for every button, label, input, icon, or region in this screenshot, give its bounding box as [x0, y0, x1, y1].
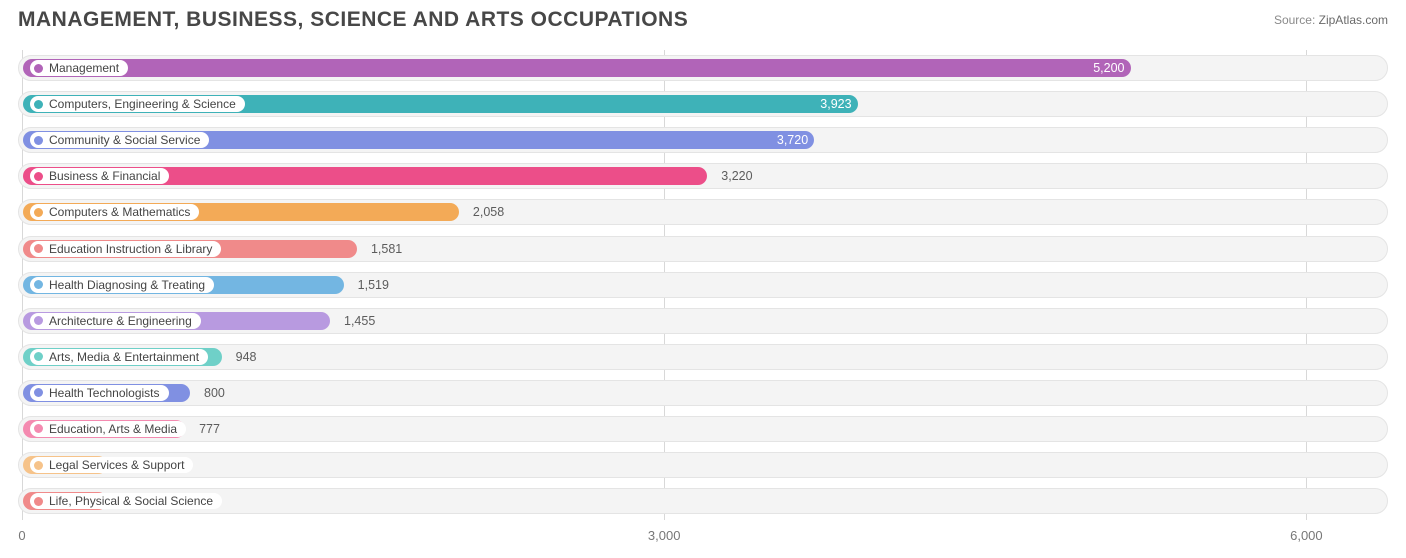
bar-row: Computers & Mathematics 2,058: [18, 194, 1388, 230]
bar-label-pill: Health Diagnosing & Treating: [30, 277, 214, 293]
bar-dot-icon: [34, 208, 43, 217]
bar-label-pill: Health Technologists: [30, 385, 169, 401]
bar-label-pill: Legal Services & Support: [30, 457, 193, 473]
bar-row: Management 5,200: [18, 50, 1388, 86]
bar-value: 3,923: [810, 95, 861, 113]
bar-dot-icon: [34, 352, 43, 361]
bar-value: 3,220: [711, 167, 762, 185]
x-tick-label: 0: [18, 528, 25, 543]
bar-track: Legal Services & Support414: [18, 452, 1388, 478]
bar-row: Computers, Engineering & Science 3,923: [18, 86, 1388, 122]
bar-label-pill: Education, Arts & Media: [30, 421, 186, 437]
chart-source: Source: ZipAtlas.com: [1274, 13, 1388, 27]
plot: Management 5,200 Computers, Engineering & …: [18, 50, 1388, 520]
bar-label: Education Instruction & Library: [49, 242, 212, 256]
bar-track: Architecture & Engineering 1,455: [18, 308, 1388, 334]
bar-label: Business & Financial: [49, 169, 160, 183]
bar-label: Health Technologists: [49, 386, 160, 400]
bar-label-pill: Management: [30, 60, 128, 76]
bar-track: Computers & Mathematics 2,058: [18, 199, 1388, 225]
chart-header: MANAGEMENT, BUSINESS, SCIENCE AND ARTS O…: [0, 0, 1406, 36]
bar-track: Health Technologists 800: [18, 380, 1388, 406]
bar-track: Health Diagnosing & Treating 1,519: [18, 272, 1388, 298]
bar-label-pill: Computers & Mathematics: [30, 204, 199, 220]
bars-container: Management 5,200 Computers, Engineering & …: [18, 50, 1388, 519]
x-tick-label: 6,000: [1290, 528, 1323, 543]
bar-label-pill: Education Instruction & Library: [30, 241, 221, 257]
bar-value: 2,058: [463, 203, 514, 221]
bar-row: Architecture & Engineering 1,455: [18, 303, 1388, 339]
bar-label: Architecture & Engineering: [49, 314, 192, 328]
bar-label: Community & Social Service: [49, 133, 200, 147]
bar-row: Arts, Media & Entertainment 948: [18, 339, 1388, 375]
source-label: Source:: [1274, 13, 1315, 27]
bar-label: Arts, Media & Entertainment: [49, 350, 199, 364]
bar-dot-icon: [34, 461, 43, 470]
bar-row: Education, Arts & Media 777: [18, 411, 1388, 447]
bar-label-pill: Community & Social Service: [30, 132, 209, 148]
bar-label-pill: Arts, Media & Entertainment: [30, 349, 208, 365]
bar: [23, 59, 1131, 77]
x-axis: 0 3,000 6,000: [18, 524, 1388, 554]
bar-dot-icon: [34, 388, 43, 397]
bar-row: Life, Physical & Social Science410: [18, 483, 1388, 519]
x-tick-label: 3,000: [648, 528, 681, 543]
bar-track: Community & Social Service 3,720: [18, 127, 1388, 153]
bar-label: Education, Arts & Media: [49, 422, 177, 436]
bar-dot-icon: [34, 244, 43, 253]
bar-row: Community & Social Service 3,720: [18, 122, 1388, 158]
bar-dot-icon: [34, 497, 43, 506]
bar-track: Computers, Engineering & Science 3,923: [18, 91, 1388, 117]
bar-dot-icon: [34, 100, 43, 109]
source-value: ZipAtlas.com: [1319, 13, 1388, 27]
bar-track: Life, Physical & Social Science410: [18, 488, 1388, 514]
bar-track: Management 5,200: [18, 55, 1388, 81]
bar-label: Health Diagnosing & Treating: [49, 278, 205, 292]
bar-value: 1,519: [348, 276, 399, 294]
bar-value: 3,720: [767, 131, 818, 149]
bar-label-pill: Life, Physical & Social Science: [30, 493, 222, 509]
bar-row: Business & Financial 3,220: [18, 158, 1388, 194]
bar-row: Health Diagnosing & Treating 1,519: [18, 267, 1388, 303]
bar-row: Education Instruction & Library 1,581: [18, 230, 1388, 266]
bar-row: Legal Services & Support414: [18, 447, 1388, 483]
bar-track: Arts, Media & Entertainment 948: [18, 344, 1388, 370]
bar-value: 1,581: [361, 240, 412, 258]
bar-dot-icon: [34, 280, 43, 289]
bar-value: 777: [189, 420, 230, 438]
bar-label: Life, Physical & Social Science: [49, 494, 213, 508]
bar-value: 800: [194, 384, 235, 402]
bar-label-pill: Architecture & Engineering: [30, 313, 201, 329]
bar-dot-icon: [34, 424, 43, 433]
bar-dot-icon: [34, 136, 43, 145]
bar-value: 5,200: [1083, 59, 1134, 77]
bar-track: Business & Financial 3,220: [18, 163, 1388, 189]
bar-dot-icon: [34, 172, 43, 181]
bar-label: Legal Services & Support: [49, 458, 184, 472]
chart-title: MANAGEMENT, BUSINESS, SCIENCE AND ARTS O…: [18, 8, 688, 32]
bar-dot-icon: [34, 64, 43, 73]
bar-label: Computers, Engineering & Science: [49, 97, 236, 111]
bar-track: Education Instruction & Library 1,581: [18, 236, 1388, 262]
bar-label: Management: [49, 61, 119, 75]
bar-dot-icon: [34, 316, 43, 325]
bar-row: Health Technologists 800: [18, 375, 1388, 411]
bar-label-pill: Business & Financial: [30, 168, 169, 184]
bar-label: Computers & Mathematics: [49, 205, 190, 219]
bar-label-pill: Computers, Engineering & Science: [30, 96, 245, 112]
bar-value: 1,455: [334, 312, 385, 330]
bar-value: 948: [226, 348, 267, 366]
chart-area: Management 5,200 Computers, Engineering & …: [0, 36, 1406, 554]
bar-track: Education, Arts & Media 777: [18, 416, 1388, 442]
